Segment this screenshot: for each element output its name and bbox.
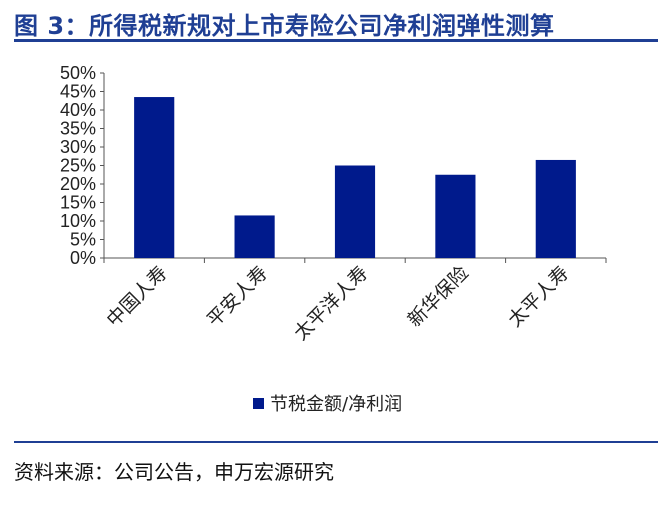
y-tick-label: 20% bbox=[60, 174, 96, 194]
y-tick-label: 50% bbox=[60, 63, 96, 83]
x-tick-label: 新华保险 bbox=[404, 262, 473, 331]
bar-2 bbox=[334, 165, 376, 258]
legend: 节税金额/净利润 bbox=[253, 394, 402, 415]
bar-3 bbox=[435, 174, 476, 258]
source-note: 资料来源：公司公告，申万宏源研究 bbox=[14, 460, 334, 484]
legend-swatch bbox=[253, 398, 264, 409]
title-divider bbox=[14, 39, 658, 42]
legend-label: 节税金额/净利润 bbox=[270, 394, 402, 415]
x-tick-label: 太平洋人寿 bbox=[290, 262, 373, 345]
bars bbox=[134, 97, 576, 258]
page-title: 图 3：所得税新规对上市寿险公司净利润弹性测算 bbox=[14, 12, 555, 40]
y-tick-label: 15% bbox=[60, 193, 96, 213]
y-tick-label: 5% bbox=[70, 230, 96, 250]
y-tick-label: 45% bbox=[60, 82, 96, 102]
y-tick-label: 30% bbox=[60, 137, 96, 157]
bar-0 bbox=[134, 97, 175, 258]
y-tick-label: 40% bbox=[60, 100, 96, 120]
footer-divider bbox=[14, 441, 658, 443]
y-tick-label: 0% bbox=[70, 248, 96, 268]
x-tick-labels: 中国人寿 平安人寿 太平洋人寿 新华保险 太平人寿 bbox=[102, 262, 573, 345]
bar-1 bbox=[234, 215, 275, 258]
x-tick-label: 平安人寿 bbox=[203, 262, 272, 331]
y-tick-label: 35% bbox=[60, 119, 96, 139]
x-tick-label: 中国人寿 bbox=[102, 262, 171, 331]
x-ticks bbox=[103, 258, 607, 263]
bar-4 bbox=[535, 159, 576, 258]
bar-chart: 0%5%10%15%20%25%30%35%40%45%50% 中国人寿 平安人寿… bbox=[60, 63, 607, 415]
x-tick-label: 太平人寿 bbox=[504, 262, 573, 331]
y-tick-label: 25% bbox=[60, 156, 96, 176]
y-tick-label: 10% bbox=[60, 211, 96, 231]
y-ticks: 0%5%10%15%20%25%30%35%40%45%50% bbox=[60, 63, 104, 268]
